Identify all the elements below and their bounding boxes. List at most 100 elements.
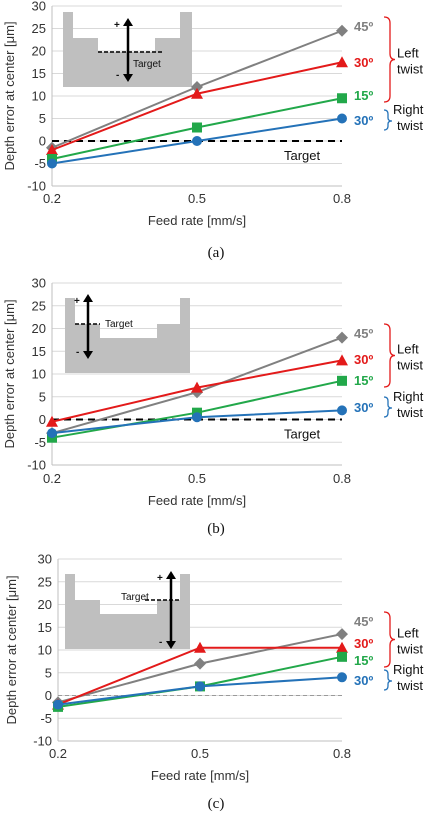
legend-label-30L: 30º xyxy=(354,636,373,651)
x-tick-label: 0.5 xyxy=(188,471,206,486)
y-tick-label: -5 xyxy=(34,156,46,171)
inset-minus-sign: - xyxy=(76,347,79,358)
y-tick-label: 0 xyxy=(45,688,52,703)
data-point-30L xyxy=(336,641,348,653)
y-tick-label: 25 xyxy=(32,21,46,36)
y-tick-label: 25 xyxy=(38,574,52,589)
y-tick-label: 25 xyxy=(32,298,46,313)
data-point-30R xyxy=(337,672,347,683)
x-tick-label: 0.8 xyxy=(333,191,351,206)
data-point-30L xyxy=(191,87,203,99)
data-point-45 xyxy=(336,24,348,37)
x-tick-label: 0.2 xyxy=(43,471,61,486)
chart-svg-a: -10 -5 0 5 10 15 20 25 30 0.2 0.5 0.8 Feed rate [mm/… xyxy=(2,0,424,228)
inset-diagram: + - Target xyxy=(65,294,190,373)
inset-workpiece-shape xyxy=(63,12,192,87)
y-axis-title: Depth error at center [μm] xyxy=(2,299,17,448)
right-twist-bracket xyxy=(383,396,393,418)
y-tick-label: 10 xyxy=(32,367,46,382)
legend-label-30R: 30º xyxy=(354,113,373,128)
y-tick-label: -10 xyxy=(27,458,46,473)
data-point-30L xyxy=(46,415,58,427)
legend-label-30R: 30º xyxy=(354,400,373,415)
data-point-30R xyxy=(47,158,57,169)
chart-panel-b: -10 -5 0 5 10 15 20 25 30 0.2 0.5 0.8 Feed rate [mm/… xyxy=(0,275,432,520)
data-point-30R xyxy=(337,405,347,416)
right-twist-bracket xyxy=(383,109,393,131)
legend-label-45: 45º xyxy=(354,19,373,34)
right-twist-label-line2: twist xyxy=(397,405,423,420)
data-point-30R xyxy=(192,136,202,146)
y-tick-label: 0 xyxy=(39,134,46,149)
left-twist-bracket xyxy=(383,16,396,103)
data-point-30R xyxy=(53,699,63,710)
y-tick-label: 5 xyxy=(45,665,52,680)
y-tick-label: 15 xyxy=(32,344,46,359)
data-point-15 xyxy=(337,375,347,386)
x-tick-label: 0.2 xyxy=(49,746,67,761)
data-point-15 xyxy=(337,93,347,104)
arrow-down-icon xyxy=(166,641,176,649)
data-point-45 xyxy=(336,628,348,641)
data-point-45 xyxy=(194,657,206,670)
caption-c: (c) xyxy=(207,796,225,812)
y-tick-label: 10 xyxy=(32,89,46,104)
y-tick-label: -5 xyxy=(34,435,46,450)
y-tick-label: 5 xyxy=(39,111,46,126)
data-point-30L xyxy=(191,381,203,393)
arrow-down-icon xyxy=(83,351,93,359)
data-point-30L xyxy=(336,354,348,366)
x-tick-label: 0.5 xyxy=(188,191,206,206)
right-twist-label-line1: Right xyxy=(393,102,424,117)
inset-plus-sign: + xyxy=(157,573,163,584)
chart-svg-c: -10 -5 0 5 10 15 20 25 30 0.2 0.5 0.8 Feed rate [mm/… xyxy=(4,552,424,783)
x-axis-title: Feed rate [mm/s] xyxy=(151,768,249,783)
legend-label-30L: 30º xyxy=(354,352,373,367)
x-tick-label: 0.2 xyxy=(43,191,61,206)
data-point-45 xyxy=(336,331,348,344)
right-twist-label-line2: twist xyxy=(397,118,423,133)
inset-plus-sign: + xyxy=(74,296,80,307)
legend-label-45: 45º xyxy=(354,326,373,341)
inset-workpiece-shape xyxy=(65,298,190,373)
right-twist-bracket xyxy=(383,669,393,691)
caption-b: (b) xyxy=(207,521,225,537)
inset-workpiece-shape xyxy=(65,574,190,649)
left-twist-label-line1: Left xyxy=(397,342,419,357)
legend-label-30R: 30º xyxy=(354,673,373,688)
y-tick-label: 20 xyxy=(38,597,52,612)
chart-panel-a: -10 -5 0 5 10 15 20 25 30 0.2 0.5 0.8 Feed rate [mm/… xyxy=(0,0,432,244)
arrow-down-icon xyxy=(123,74,133,82)
y-tick-label: 20 xyxy=(32,44,46,59)
y-tick-label: 5 xyxy=(39,389,46,404)
y-tick-label: 15 xyxy=(32,66,46,81)
data-point-30R xyxy=(192,412,202,423)
left-twist-label-line2: twist xyxy=(397,642,423,657)
left-twist-label-line2: twist xyxy=(397,62,423,77)
right-twist-label-line1: Right xyxy=(393,389,424,404)
inset-minus-sign: - xyxy=(159,637,162,648)
left-twist-label-line1: Left xyxy=(397,626,419,641)
data-point-15 xyxy=(192,122,202,133)
legend-label-15: 15º xyxy=(354,653,373,668)
data-point-30R xyxy=(337,113,347,124)
arrow-up-icon xyxy=(123,18,133,26)
left-twist-label-line1: Left xyxy=(397,46,419,61)
y-tick-label: -5 xyxy=(40,711,52,726)
data-point-45 xyxy=(191,81,203,93)
inset-diagram: + - Target xyxy=(65,571,190,649)
target-line-label: Target xyxy=(284,427,321,442)
x-tick-label: 0.8 xyxy=(333,471,351,486)
x-axis-title: Feed rate [mm/s] xyxy=(148,493,246,508)
inset-target-label: Target xyxy=(105,319,133,330)
legend-label-45: 45º xyxy=(354,614,373,629)
y-tick-label: 20 xyxy=(32,321,46,336)
y-tick-label: 30 xyxy=(32,0,46,14)
x-tick-label: 0.8 xyxy=(333,746,351,761)
chart-panel-c: -10 -5 0 5 10 15 20 25 30 0.2 0.5 0.8 Feed rate [mm/… xyxy=(0,552,432,792)
legend-label-15: 15º xyxy=(354,373,373,388)
left-twist-bracket xyxy=(383,323,396,388)
y-tick-label: -10 xyxy=(27,179,46,194)
y-tick-label: 10 xyxy=(38,643,52,658)
y-tick-label: 15 xyxy=(38,620,52,635)
